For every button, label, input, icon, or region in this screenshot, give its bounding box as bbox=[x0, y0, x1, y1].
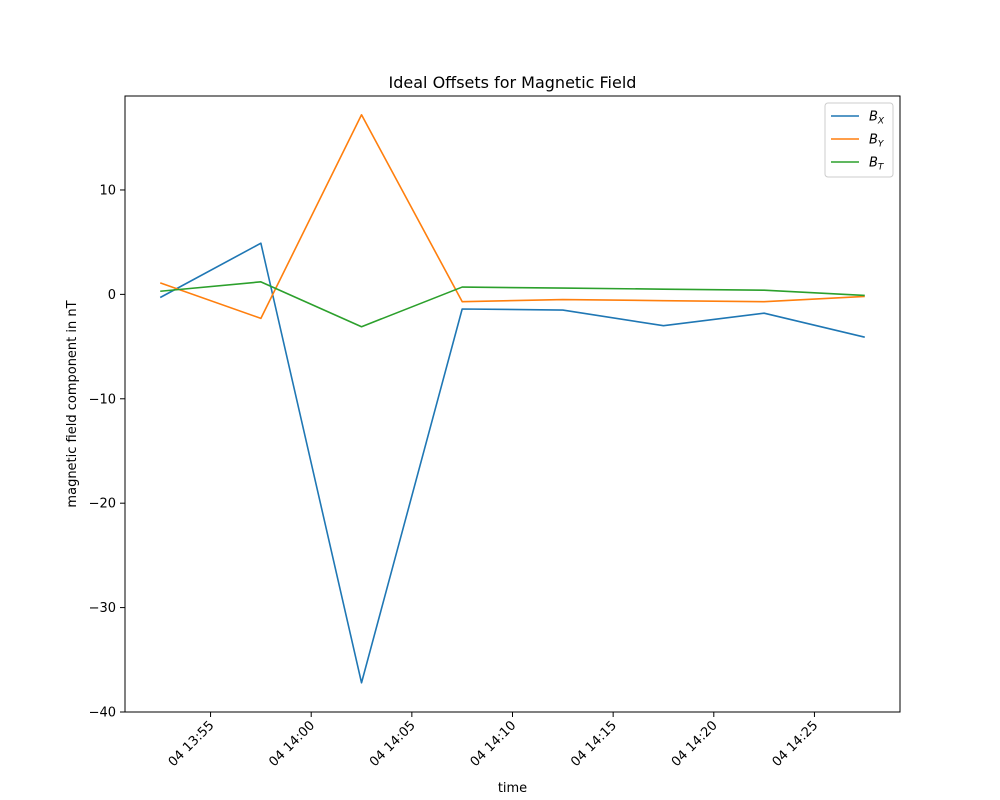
chart-title: Ideal Offsets for Magnetic Field bbox=[389, 73, 637, 92]
x-tick-label: 04 14:25 bbox=[770, 718, 822, 770]
y-tick-label: 10 bbox=[99, 183, 116, 198]
legend-box bbox=[824, 102, 894, 178]
y-axis-label: magnetic field component in nT bbox=[65, 300, 80, 507]
x-tick-label: 04 14:00 bbox=[266, 718, 318, 770]
plot-frame bbox=[124, 95, 901, 713]
y-axis: 10 0 −10 −20 −30 −40 bbox=[89, 183, 125, 721]
x-axis: 04 13:55 04 14:00 04 14:05 04 14:10 04 14:15… bbox=[166, 712, 822, 770]
series-line-by bbox=[159, 113, 865, 320]
legend-entry: BY bbox=[869, 133, 885, 150]
x-axis-label: time bbox=[498, 781, 527, 796]
x-tick-label: 04 14:05 bbox=[367, 718, 419, 770]
series-line-bt bbox=[160, 281, 865, 328]
legend-entry: BX bbox=[869, 110, 885, 127]
x-tick-label: 04 13:55 bbox=[166, 718, 218, 770]
y-tick-label: −20 bbox=[89, 497, 116, 512]
y-tick-label: −30 bbox=[89, 601, 116, 616]
y-tick-label: −10 bbox=[89, 392, 116, 407]
x-tick-label: 04 14:20 bbox=[669, 718, 721, 770]
y-tick-label: −40 bbox=[89, 706, 116, 721]
series-line-bx bbox=[159, 242, 865, 684]
x-tick-label: 04 14:15 bbox=[568, 718, 620, 770]
series-layer bbox=[159, 113, 865, 684]
y-tick-label: 0 bbox=[108, 288, 116, 303]
legend-entry: BT bbox=[869, 156, 885, 173]
x-tick-label: 04 14:10 bbox=[468, 718, 520, 770]
legend: BX BY BT bbox=[824, 102, 894, 178]
